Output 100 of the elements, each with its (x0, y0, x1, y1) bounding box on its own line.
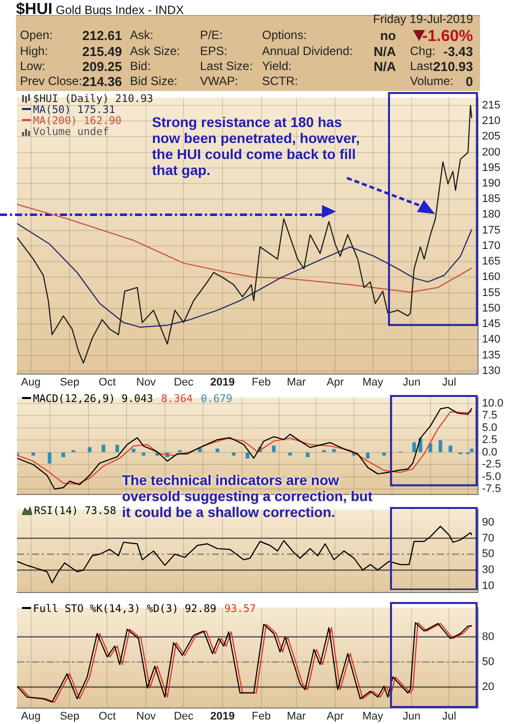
text: Annual Dividend: (262, 44, 353, 58)
text: -1.60% (422, 28, 473, 46)
text: $HUI (Daily) 210.93 (33, 93, 154, 105)
x-tick-label: Sep (60, 376, 80, 389)
annotation: Strong resistance at 180 has now been penetrated, however, the HUI could come back to fill that gap. (152, 114, 361, 178)
text: N/A (374, 59, 396, 74)
text: Yield: (262, 59, 292, 73)
text: Last Size: (200, 59, 253, 73)
y-tick-label: 80 (482, 630, 494, 643)
text: Volume: (410, 74, 454, 88)
x-tick-label: Jun (402, 710, 420, 723)
legend-label: Full STO %K(14,3) %D(3) 92.89 (33, 603, 216, 615)
text: Prev Close: (20, 74, 82, 88)
text: P/E: (200, 28, 223, 42)
text: 214.36 (82, 74, 122, 89)
bar (102, 444, 106, 452)
legend-label: MA(200) 162.90 (33, 115, 122, 127)
text: Low: (20, 59, 46, 73)
y-tick-label: 200 (482, 146, 500, 158)
y-tick-label: 135 (482, 349, 500, 362)
bar (216, 448, 220, 452)
text: -3.43 (443, 44, 473, 59)
legend-label: MA(50) 175.31 (33, 104, 116, 116)
bar (288, 452, 292, 456)
text: RSI(14) 73.58 (34, 505, 116, 517)
y-tick-label: 140 (482, 334, 500, 346)
y-tick-label: 205 (482, 130, 500, 143)
legend-label: MACD(12,26,9) 9.043 (33, 393, 154, 405)
y-tick-label: 130 (482, 364, 500, 377)
y-tick-label: 145 (482, 318, 500, 330)
y-tick-label: -7.5 (482, 483, 501, 496)
bar (448, 446, 452, 452)
bar (232, 452, 236, 456)
y-tick-label: 7.5 (482, 410, 498, 422)
y-tick-label: 210 (482, 115, 500, 128)
bar (88, 447, 92, 452)
y-tick-label: 155 (482, 286, 500, 299)
text: Bid Size: (130, 74, 178, 88)
y-tick-label: 160 (482, 271, 500, 284)
y-tick-label: 170 (482, 240, 500, 252)
x-tick-label: Aug (20, 376, 41, 389)
x-tick-label: Oct (98, 710, 116, 723)
y-tick-label: -2.5 (482, 458, 501, 471)
y-tick-label: -5.0 (482, 470, 501, 483)
text: SCTR: (262, 74, 298, 88)
x-tick-label: Dec (174, 710, 194, 723)
y-tick-label: 2.5 (482, 434, 498, 446)
y-tick-label: 5.0 (482, 422, 498, 434)
text: $HUI (16, 1, 52, 18)
x-tick-label: Jun (402, 376, 420, 389)
y-tick-label: 175 (482, 224, 500, 236)
text: High: (20, 44, 48, 58)
bar (115, 444, 120, 452)
bar (412, 442, 416, 452)
text: Open: (20, 28, 53, 42)
text: Options: (262, 28, 307, 42)
bar (48, 452, 52, 464)
text: 0.679 (200, 393, 232, 405)
x-tick-label: Nov (136, 710, 156, 723)
x-tick-label: May (362, 376, 384, 389)
x-tick-label: Feb (252, 710, 271, 723)
text: Ask Size: (130, 44, 180, 58)
y-tick-label: 165 (482, 256, 500, 268)
x-tick-label: Dec (174, 376, 194, 389)
y-tick-label: 50 (482, 548, 494, 560)
y-tick-label: 180 (482, 208, 500, 221)
text: 212.61 (82, 28, 122, 43)
y-tick-label: 30 (482, 564, 494, 576)
y-tick-label: 190 (482, 178, 500, 190)
text: 215.49 (82, 44, 122, 59)
y-tick-label: 215 (482, 99, 500, 112)
bar (382, 452, 386, 456)
text: Friday 19-Jul-2019 (372, 12, 473, 26)
y-tick-label: 0.0 (482, 446, 498, 458)
bar (272, 446, 276, 452)
bar (470, 448, 474, 452)
x-tick-label: Nov (136, 376, 156, 389)
bar (31, 452, 36, 456)
y-tick-label: 195 (482, 162, 500, 174)
x-tick-label: May (362, 710, 384, 723)
text: Chg: (410, 44, 436, 58)
x-tick-label: Apr (326, 710, 344, 723)
x-tick-label: Aug (20, 710, 41, 723)
bar (246, 452, 250, 459)
bar (438, 440, 442, 452)
bar (366, 452, 370, 459)
y-tick-label: 90 (482, 516, 494, 528)
bar (332, 449, 336, 452)
annotation: Volume undef (33, 126, 109, 138)
text: N/A (374, 44, 396, 59)
x-tick-label: Oct (98, 376, 116, 389)
x-tick-label: 2019 (210, 376, 235, 389)
x-tick-label: Apr (326, 376, 344, 389)
text: Bid: (130, 59, 151, 73)
y-tick-label: 50 (482, 656, 494, 668)
y-tick-label: 10 (482, 580, 494, 592)
y-tick-label: 185 (482, 193, 500, 206)
x-tick-label: Jul (442, 376, 456, 389)
y-tick-label: 20 (482, 681, 494, 694)
text: 0 (466, 74, 473, 89)
